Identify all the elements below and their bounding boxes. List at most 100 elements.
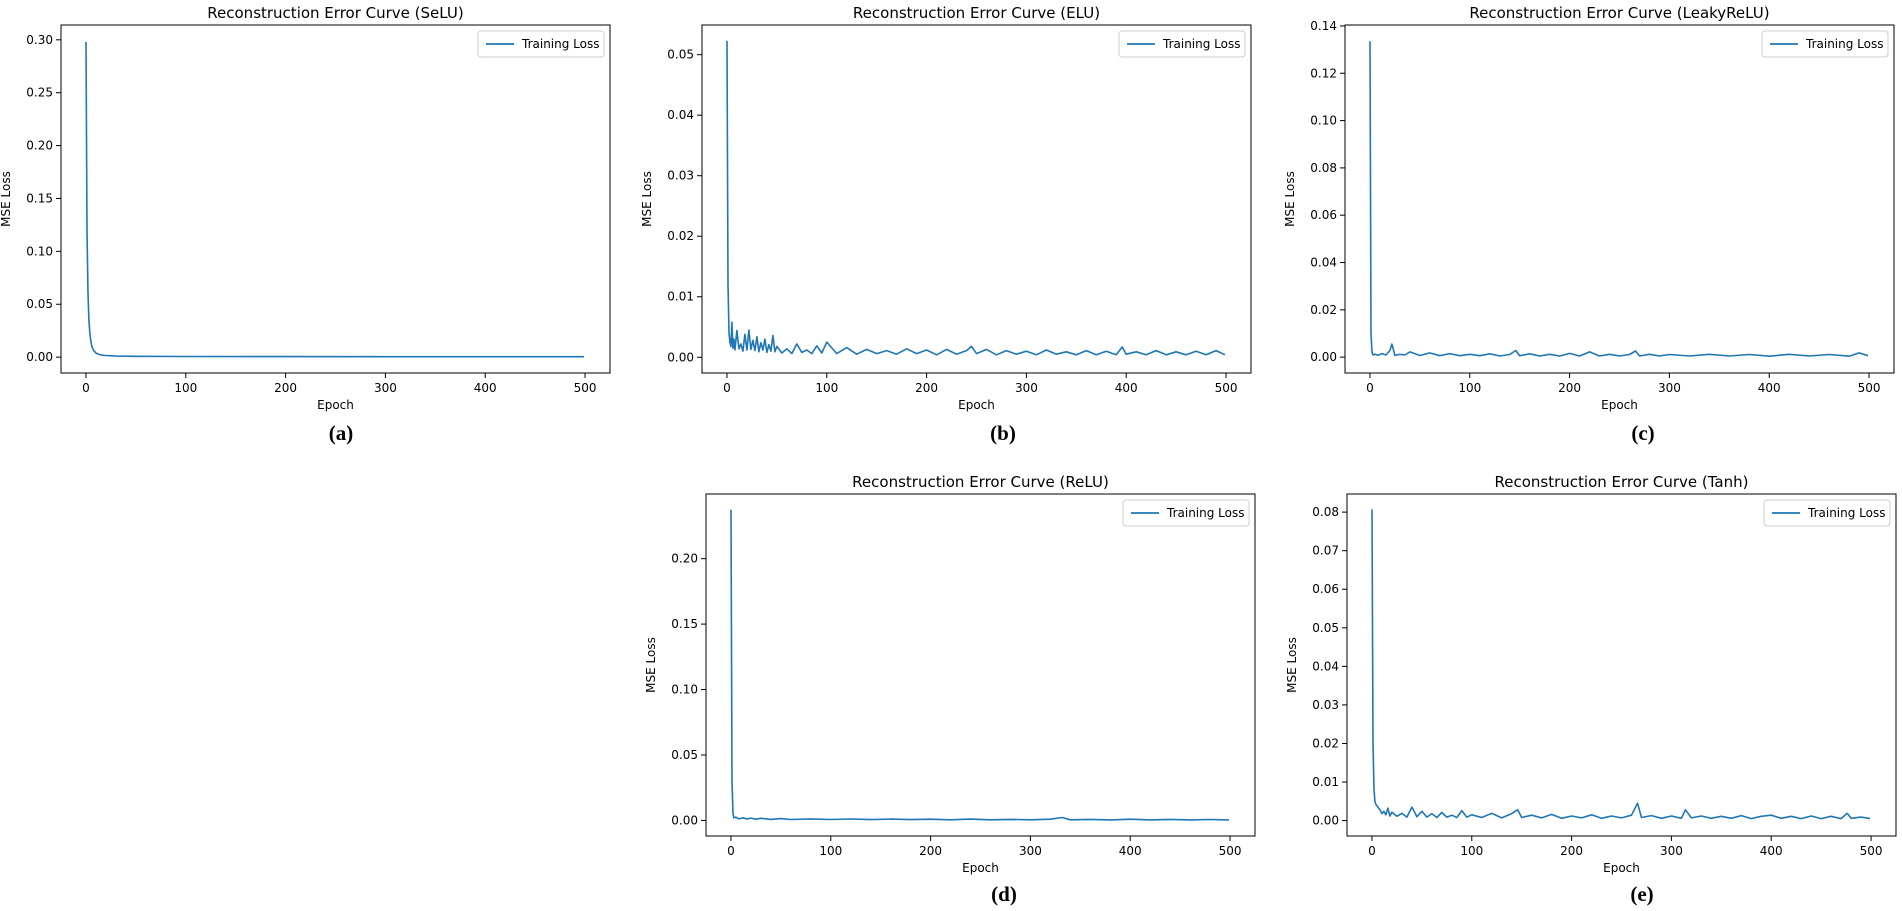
series-line-training-loss (730, 509, 1230, 821)
x-tick-label: 400 (1119, 844, 1142, 858)
legend-box (1122, 499, 1250, 527)
y-axis-label: MSE Loss (1283, 171, 1297, 227)
plot-frame (60, 24, 611, 374)
x-tick-label: 0 (1368, 844, 1376, 858)
panel-caption: (a) (328, 421, 354, 445)
x-tick-label: 0 (727, 844, 735, 858)
y-tick-label: 0.02 (1310, 303, 1337, 317)
y-tick-label: 0.10 (671, 683, 698, 697)
y-tick-label: 0.05 (667, 48, 694, 62)
x-tick-label: 400 (1115, 381, 1138, 395)
y-tick-label: 0.15 (26, 191, 53, 205)
chart-title: Reconstruction Error Curve (ReLU) (852, 473, 1109, 491)
legend-box (477, 30, 605, 58)
y-tick-label: 0.14 (1310, 19, 1337, 33)
x-axis-label: Epoch (958, 398, 995, 412)
x-tick-label: 300 (1015, 381, 1038, 395)
panel-caption: (e) (1630, 882, 1654, 906)
y-tick-label: 0.04 (1310, 256, 1337, 270)
x-axis-label: Epoch (1603, 861, 1640, 875)
y-tick-label: 0.20 (671, 552, 698, 566)
x-tick-label: 200 (919, 844, 942, 858)
y-tick-label: 0.10 (26, 244, 53, 258)
y-tick-label: 0.01 (1312, 775, 1339, 789)
legend-label: Training Loss (1807, 506, 1885, 520)
x-tick-label: 100 (819, 844, 842, 858)
y-tick-label: 0.30 (26, 33, 53, 47)
x-tick-label: 400 (1760, 844, 1783, 858)
y-tick-label: 0.00 (1312, 814, 1339, 828)
y-tick-label: 0.10 (1310, 114, 1337, 128)
x-tick-label: 200 (915, 381, 938, 395)
x-tick-label: 500 (574, 381, 597, 395)
x-tick-label: 300 (1658, 381, 1681, 395)
plot-frame (705, 493, 1256, 837)
chart-title: Reconstruction Error Curve (SeLU) (207, 4, 463, 22)
panel-caption: (c) (1631, 421, 1655, 445)
x-tick-label: 100 (174, 381, 197, 395)
y-tick-label: 0.08 (1310, 161, 1337, 175)
y-tick-label: 0.05 (1312, 621, 1339, 635)
plot-frame (1344, 24, 1895, 374)
legend-box (1118, 30, 1246, 58)
series-line-training-loss (726, 40, 1226, 356)
y-tick-label: 0.01 (667, 290, 694, 304)
legend-label: Training Loss (521, 37, 599, 51)
y-tick-label: 0.25 (26, 86, 53, 100)
y-tick-label: 0.03 (1312, 698, 1339, 712)
legend-label: Training Loss (1166, 506, 1244, 520)
x-tick-label: 0 (723, 381, 731, 395)
x-axis-label: Epoch (962, 861, 999, 875)
legend-box (1761, 30, 1889, 58)
x-axis-label: Epoch (317, 398, 354, 412)
series-line-training-loss (1369, 41, 1869, 358)
chart-title: Reconstruction Error Curve (ELU) (853, 4, 1100, 22)
y-tick-label: 0.20 (26, 139, 53, 153)
x-tick-label: 500 (1219, 844, 1242, 858)
x-tick-label: 500 (1860, 844, 1883, 858)
x-tick-label: 200 (1560, 844, 1583, 858)
x-tick-label: 0 (82, 381, 90, 395)
y-tick-label: 0.02 (667, 229, 694, 243)
y-tick-label: 0.00 (671, 813, 698, 827)
y-tick-label: 0.06 (1312, 582, 1339, 596)
legend-label: Training Loss (1162, 37, 1240, 51)
x-tick-label: 0 (1366, 381, 1374, 395)
x-tick-label: 400 (474, 381, 497, 395)
y-axis-label: MSE Loss (644, 637, 658, 693)
y-axis-label: MSE Loss (640, 171, 654, 227)
y-tick-label: 0.06 (1310, 208, 1337, 222)
x-tick-label: 400 (1758, 381, 1781, 395)
x-tick-label: 300 (374, 381, 397, 395)
legend-label: Training Loss (1805, 37, 1883, 51)
x-tick-label: 200 (274, 381, 297, 395)
y-tick-label: 0.00 (1310, 350, 1337, 364)
series-line-training-loss (85, 41, 584, 358)
y-tick-label: 0.05 (671, 748, 698, 762)
series-line-training-loss (1371, 509, 1871, 820)
x-tick-label: 100 (815, 381, 838, 395)
plot-frame (1346, 493, 1897, 837)
x-tick-label: 200 (1558, 381, 1581, 395)
y-tick-label: 0.15 (671, 617, 698, 631)
y-tick-label: 0.08 (1312, 505, 1339, 519)
y-tick-label: 0.05 (26, 297, 53, 311)
y-tick-label: 0.00 (26, 350, 53, 364)
panel-caption: (b) (990, 421, 1016, 445)
x-tick-label: 500 (1215, 381, 1238, 395)
y-tick-label: 0.12 (1310, 66, 1337, 80)
plot-frame (701, 24, 1252, 374)
legend-box (1763, 499, 1891, 527)
x-tick-label: 100 (1460, 844, 1483, 858)
y-axis-label: MSE Loss (1285, 637, 1299, 693)
chart-title: Reconstruction Error Curve (LeakyReLU) (1469, 4, 1769, 22)
y-axis-label: MSE Loss (0, 171, 13, 227)
chart-title: Reconstruction Error Curve (Tanh) (1495, 473, 1749, 491)
y-tick-label: 0.04 (667, 108, 694, 122)
x-tick-label: 300 (1660, 844, 1683, 858)
